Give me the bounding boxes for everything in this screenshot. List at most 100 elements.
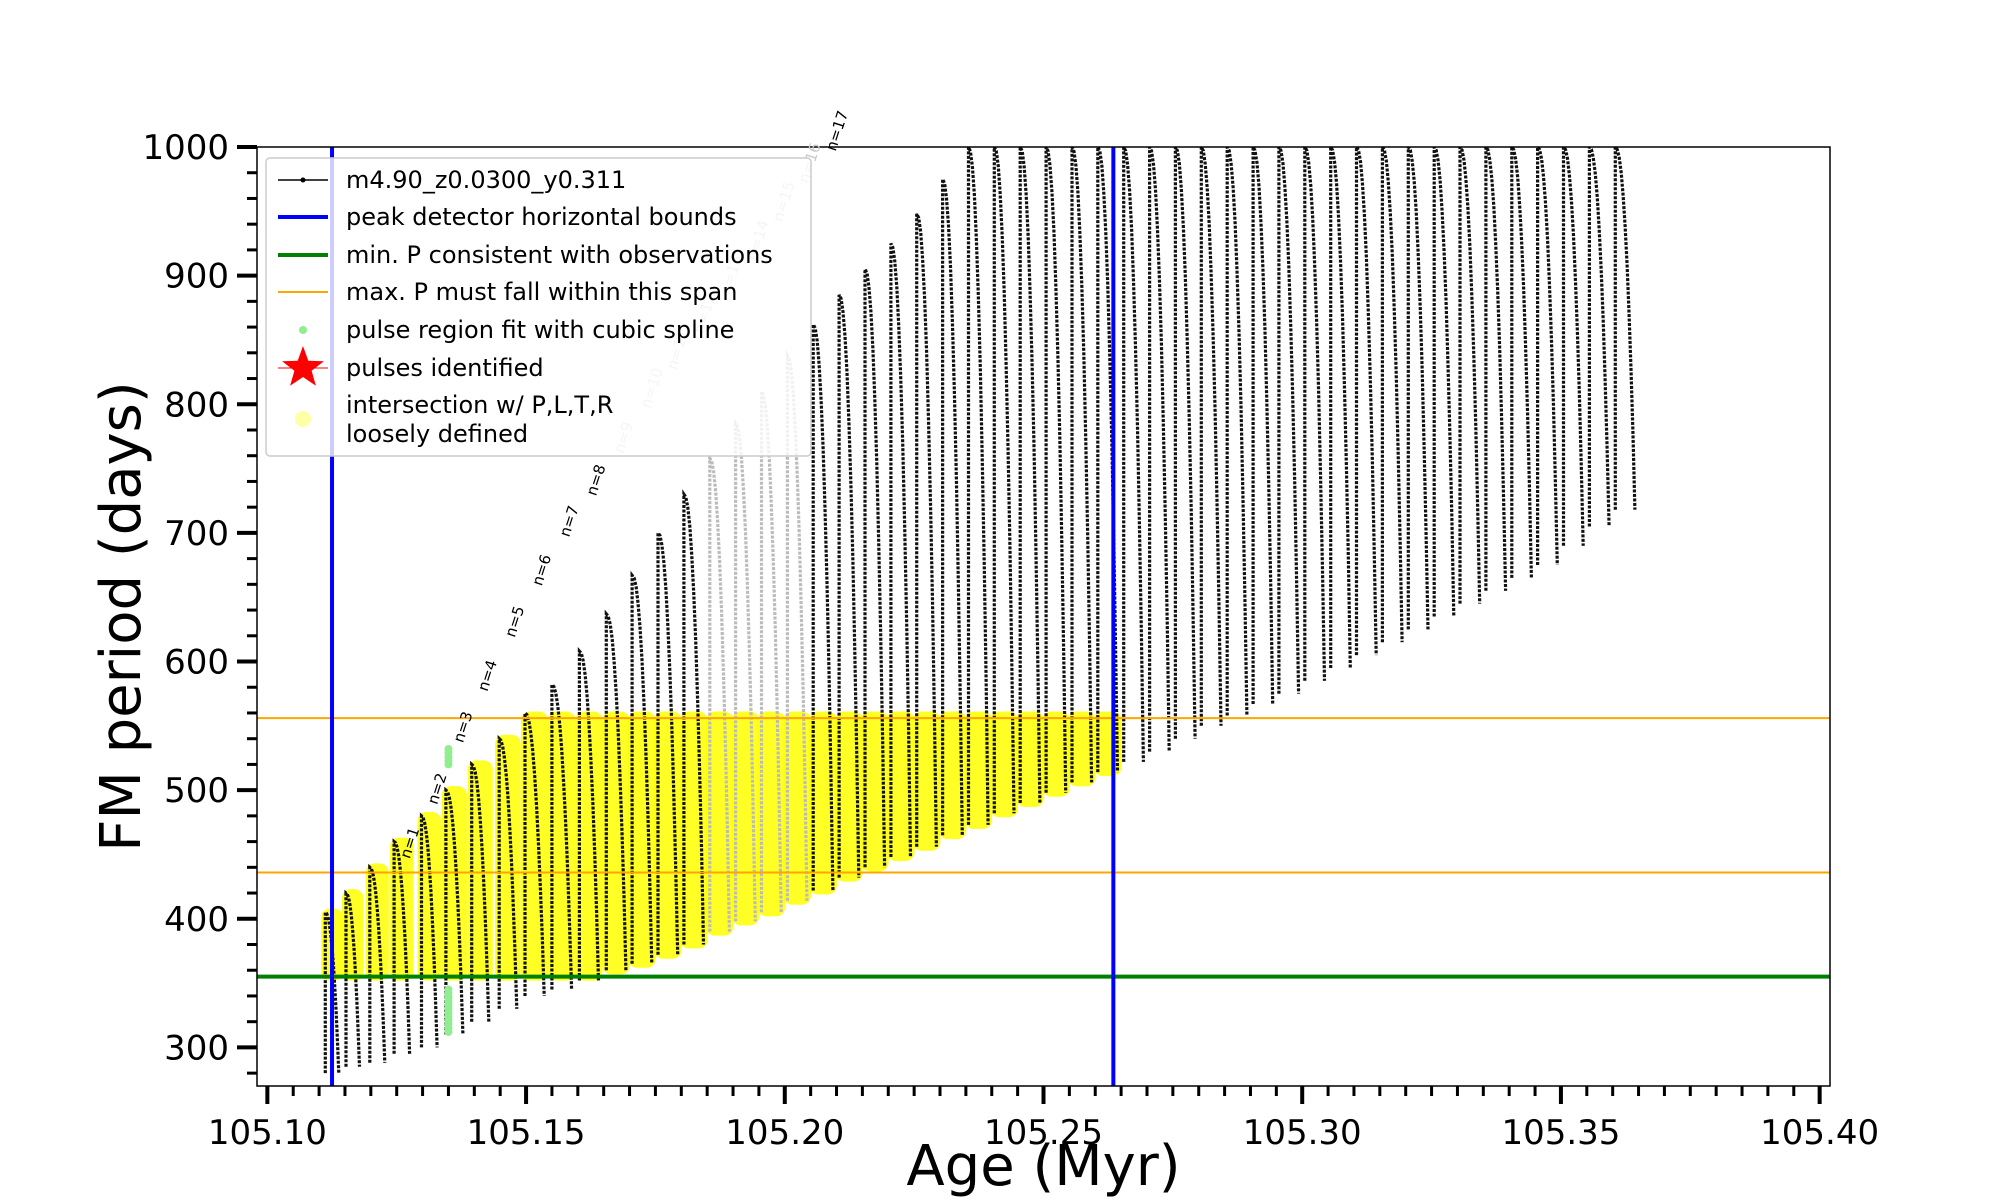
pulse-curve — [863, 268, 887, 868]
y-axis-title: FM period (days) — [89, 381, 154, 851]
pulse-curve — [1070, 147, 1094, 783]
x-tick-label: 105.30 — [1243, 1113, 1362, 1153]
x-tick-label: 105.25 — [984, 1113, 1103, 1153]
pulse-curve — [1277, 147, 1301, 694]
pulse-curve — [1303, 147, 1327, 681]
x-tick-label: 105.35 — [1501, 1113, 1620, 1153]
legend-marker — [282, 346, 324, 386]
legend-marker — [295, 411, 311, 427]
legend-label: m4.90_z0.0300_y0.311 — [346, 166, 626, 194]
legend-label: min. P consistent with observations — [346, 241, 773, 269]
spline-point — [444, 744, 453, 753]
intersection-band — [521, 711, 549, 981]
pulse-curve — [604, 609, 628, 971]
x-tick-label: 105.10 — [208, 1113, 327, 1153]
intersection-band — [417, 811, 442, 981]
pulse-curve — [1510, 147, 1533, 578]
pulse-curve — [497, 734, 519, 1009]
y-tick-label: 800 — [164, 385, 229, 425]
pulse-curve — [1122, 147, 1145, 762]
spline-point — [444, 985, 453, 994]
pulse-curve — [1380, 147, 1404, 643]
pulse-curve — [656, 528, 680, 955]
intersection-band — [990, 711, 1019, 818]
pulse-curve — [708, 452, 731, 932]
intersection-band — [365, 863, 389, 981]
legend-marker — [300, 177, 306, 183]
pulse-curve — [1173, 147, 1197, 739]
intersection-band — [886, 711, 915, 862]
legend-label: pulses identified — [346, 354, 544, 382]
pulse-curve — [368, 863, 387, 1063]
pulse-curve — [523, 709, 546, 997]
y-tick-label: 400 — [164, 900, 229, 940]
pulse-curve — [682, 489, 706, 945]
pulse-curve — [1148, 147, 1171, 752]
pulse-curve — [550, 680, 574, 990]
pulse-curve — [837, 294, 861, 878]
pulse-curve — [915, 213, 938, 847]
intersection-band — [757, 711, 786, 917]
pulse-curve — [1484, 147, 1508, 591]
legend-label: pulse region fit with cubic spline — [346, 316, 734, 344]
pulse-curve — [966, 147, 990, 825]
pulse-curve — [811, 318, 835, 891]
pulse-curve — [344, 889, 362, 1067]
intersection-band — [679, 711, 708, 949]
pulse-curve — [1587, 147, 1611, 527]
y-tick-label: 900 — [164, 257, 229, 297]
y-tick-label: 600 — [164, 643, 229, 683]
pulse-curve — [889, 242, 913, 858]
y-tick-label: 500 — [164, 771, 229, 811]
plot-content — [321, 147, 1637, 1074]
legend-marker — [299, 326, 307, 334]
x-axis-title: Age (Myr) — [906, 1134, 1180, 1199]
pulse-curve — [577, 647, 601, 981]
pulse-curve — [630, 570, 654, 964]
y-tick-label: 1000 — [142, 128, 229, 168]
intersection-region — [321, 711, 1122, 981]
intersection-band — [547, 711, 576, 981]
pulse-curve — [941, 178, 964, 836]
legend-label: max. P must fall within this span — [346, 278, 737, 306]
pulse-curve — [1406, 147, 1430, 630]
y-tick-label: 300 — [164, 1028, 229, 1068]
spline-fit-points — [444, 744, 453, 1036]
pulse-number-label: n=3 — [450, 709, 477, 745]
series-m4.90 — [323, 147, 1637, 1074]
pulse-curve — [1251, 147, 1275, 705]
pulse-curve — [1432, 147, 1456, 617]
pulse-curve — [1354, 147, 1378, 656]
pulse-number-label: n=8 — [583, 462, 610, 498]
intersection-band — [602, 711, 630, 975]
legend-label: peak detector horizontal bounds — [346, 203, 737, 231]
pulse-number-label: n=6 — [528, 552, 555, 588]
intersection-band — [1042, 711, 1070, 797]
axis-ticks: 105.10 105.15 105.20 105.25 105.30 105.35 105.… — [142, 128, 1879, 1153]
pulse-curve — [1199, 147, 1223, 726]
pulse-curve — [1613, 147, 1637, 510]
intersection-band — [1016, 711, 1044, 808]
pulse-curve — [392, 838, 412, 1054]
legend-label: loosely defined — [346, 420, 528, 448]
pulse-curve — [1044, 147, 1068, 793]
x-tick-label: 105.20 — [725, 1113, 844, 1153]
pulse-curve — [444, 786, 465, 1035]
legend-label: intersection w/ P,L,T,R — [346, 391, 613, 419]
intersection-band — [575, 711, 603, 981]
pulse-curve — [1225, 147, 1249, 716]
intersection-band — [964, 711, 993, 829]
y-tick-label: 700 — [164, 514, 229, 554]
pulse-curve — [419, 812, 439, 1048]
pulse-number-label: n=4 — [474, 658, 501, 694]
pulse-curve — [1329, 147, 1352, 669]
intersection-band — [938, 711, 967, 840]
x-tick-label: 105.15 — [467, 1113, 586, 1153]
x-tick-label: 105.40 — [1760, 1113, 1879, 1153]
pulse-curve — [1458, 147, 1482, 604]
intersection-band — [1067, 711, 1096, 787]
pulse-number-label: n=5 — [501, 604, 528, 640]
